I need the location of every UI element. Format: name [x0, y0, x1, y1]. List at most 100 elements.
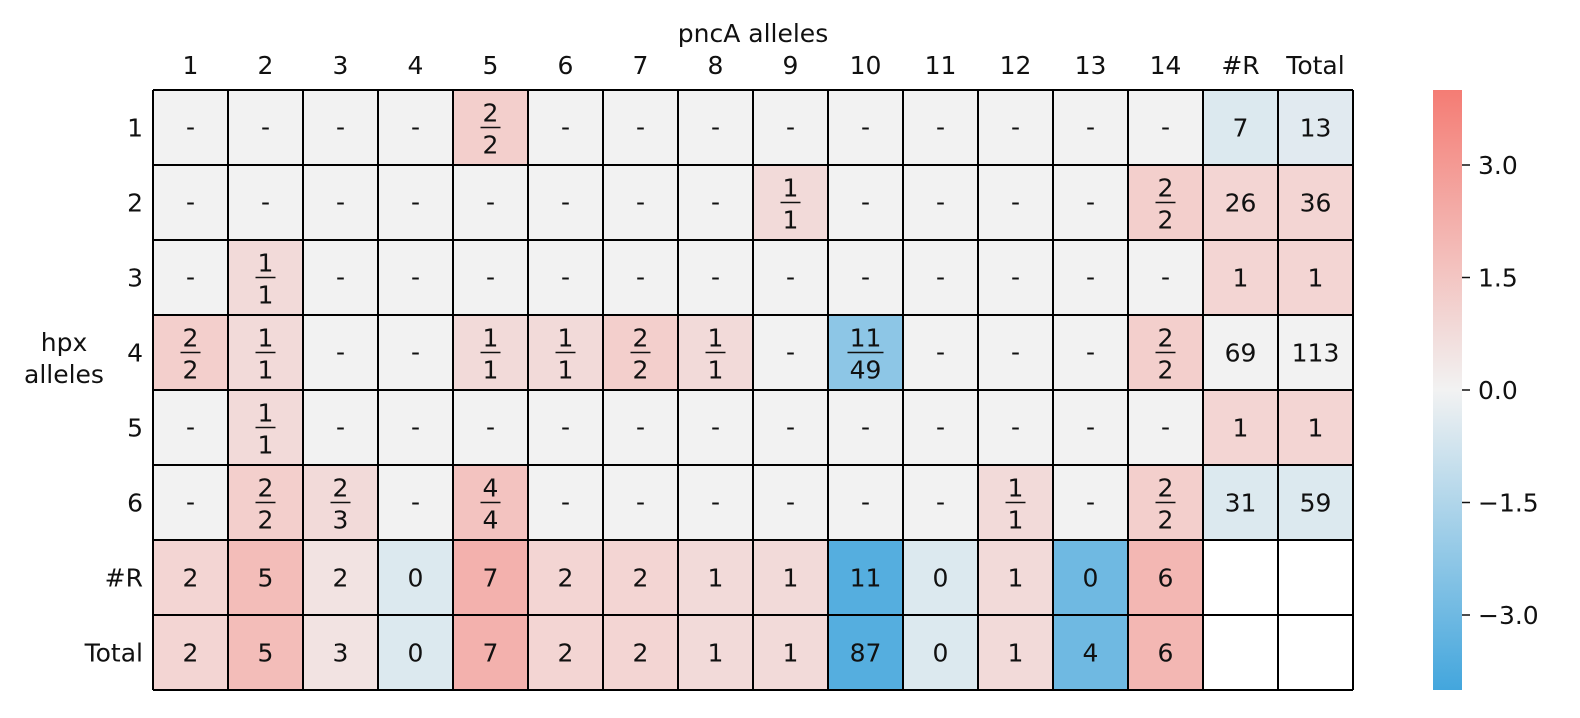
cell-value: 1: [783, 639, 799, 668]
heatmap-cell: [1128, 240, 1203, 315]
cell-denominator: 2: [1158, 506, 1174, 535]
cell-empty-label: -: [861, 263, 870, 292]
cell-value: 6: [1158, 639, 1174, 668]
cell-numerator: 1: [783, 174, 799, 203]
heatmap-cell: [603, 465, 678, 540]
cell-numerator: 2: [633, 324, 649, 353]
cell-denominator: 3: [333, 506, 349, 535]
heatmap-cell: [228, 615, 303, 690]
cell-empty-label: -: [186, 488, 195, 517]
cell-denominator: 1: [783, 206, 799, 235]
cell-numerator: 2: [1158, 474, 1174, 503]
heatmap-cell: [753, 465, 828, 540]
heatmap-cell: [1128, 90, 1203, 165]
heatmap-cell: [303, 240, 378, 315]
cell-empty-label: -: [1161, 413, 1170, 442]
cell-denominator: 2: [183, 356, 199, 385]
heatmap-cell: [1053, 315, 1128, 390]
cell-empty-label: -: [411, 413, 420, 442]
heatmap-cell: [1053, 90, 1128, 165]
heatmap-cell: [1278, 315, 1353, 390]
heatmap-cell: [528, 465, 603, 540]
heatmap-cell: [303, 390, 378, 465]
cell-value: 2: [558, 639, 574, 668]
heatmap-cell: [153, 90, 228, 165]
cell-denominator: 1: [708, 356, 724, 385]
row-label: 5: [127, 414, 143, 443]
cell-value: 113: [1292, 339, 1340, 368]
cell-empty-label: -: [411, 113, 420, 142]
heatmap-cell: [903, 240, 978, 315]
cell-denominator: 49: [850, 356, 882, 385]
cell-empty-label: -: [786, 488, 795, 517]
heatmap-cell: [378, 390, 453, 465]
cell-numerator: 2: [333, 474, 349, 503]
heatmap-cell: [603, 240, 678, 315]
heatmap-cell: [378, 165, 453, 240]
cell-empty-label: -: [636, 188, 645, 217]
column-label: 4: [408, 51, 424, 80]
heatmap-cell: [1203, 465, 1278, 540]
cell-value: 0: [1083, 564, 1099, 593]
heatmap-cell: [678, 465, 753, 540]
cell-denominator: 1: [258, 356, 274, 385]
cell-empty-label: -: [561, 188, 570, 217]
heatmap-cell: [828, 390, 903, 465]
heatmap-cell: [528, 165, 603, 240]
cell-empty-label: -: [411, 488, 420, 517]
cell-value: 1: [708, 639, 724, 668]
heatmap-cell: [753, 315, 828, 390]
heatmap-cell: [603, 615, 678, 690]
heatmap-cell: [1128, 390, 1203, 465]
cell-empty-label: -: [711, 188, 720, 217]
cell-empty-label: -: [486, 188, 495, 217]
cell-value: 36: [1300, 189, 1332, 218]
column-label: 13: [1075, 51, 1107, 80]
colorbar-tick-label: −3.0: [1478, 601, 1539, 630]
cell-value: 2: [183, 639, 199, 668]
heatmap-cell: [1203, 90, 1278, 165]
heatmap-cell: [753, 240, 828, 315]
heatmap-cell: [378, 465, 453, 540]
heatmap-cell: [903, 390, 978, 465]
cell-numerator: 1: [483, 324, 499, 353]
heatmap-cell: [978, 315, 1053, 390]
cell-numerator: 2: [183, 324, 199, 353]
cell-numerator: 2: [1158, 324, 1174, 353]
cell-empty-label: -: [786, 113, 795, 142]
cell-value: 4: [1083, 639, 1099, 668]
heatmap-cell: [378, 315, 453, 390]
cell-denominator: 2: [483, 131, 499, 160]
cell-empty-label: -: [636, 113, 645, 142]
heatmap-cell: [828, 540, 903, 615]
row-label: 2: [127, 189, 143, 218]
cell-numerator: 1: [708, 324, 724, 353]
cell-empty-label: -: [936, 188, 945, 217]
heatmap-cell: [153, 390, 228, 465]
cell-value: 26: [1225, 189, 1257, 218]
cell-empty-label: -: [1161, 113, 1170, 142]
column-label: 9: [783, 51, 799, 80]
cell-numerator: 2: [1158, 174, 1174, 203]
heatmap-cell: [453, 540, 528, 615]
row-label: 6: [127, 489, 143, 518]
heatmap-cell: [453, 390, 528, 465]
cell-empty-label: -: [711, 263, 720, 292]
heatmap-cell: [978, 240, 1053, 315]
cell-empty-label: -: [1011, 263, 1020, 292]
column-label: 1: [183, 51, 199, 80]
heatmap-cell: [903, 615, 978, 690]
cell-value: 13: [1300, 114, 1332, 143]
heatmap-cell: [678, 390, 753, 465]
cell-empty-label: -: [636, 263, 645, 292]
cell-empty-label: -: [636, 488, 645, 517]
colorbar-ticks: 3.0 1.5 0.0 −1.5 −3.0: [1462, 151, 1539, 630]
cell-empty-label: -: [711, 413, 720, 442]
row-label: 1: [127, 114, 143, 143]
cell-empty-label: -: [1086, 338, 1095, 367]
cell-denominator: 1: [558, 356, 574, 385]
heatmap-cell: [603, 390, 678, 465]
heatmap-cell: [1053, 540, 1128, 615]
